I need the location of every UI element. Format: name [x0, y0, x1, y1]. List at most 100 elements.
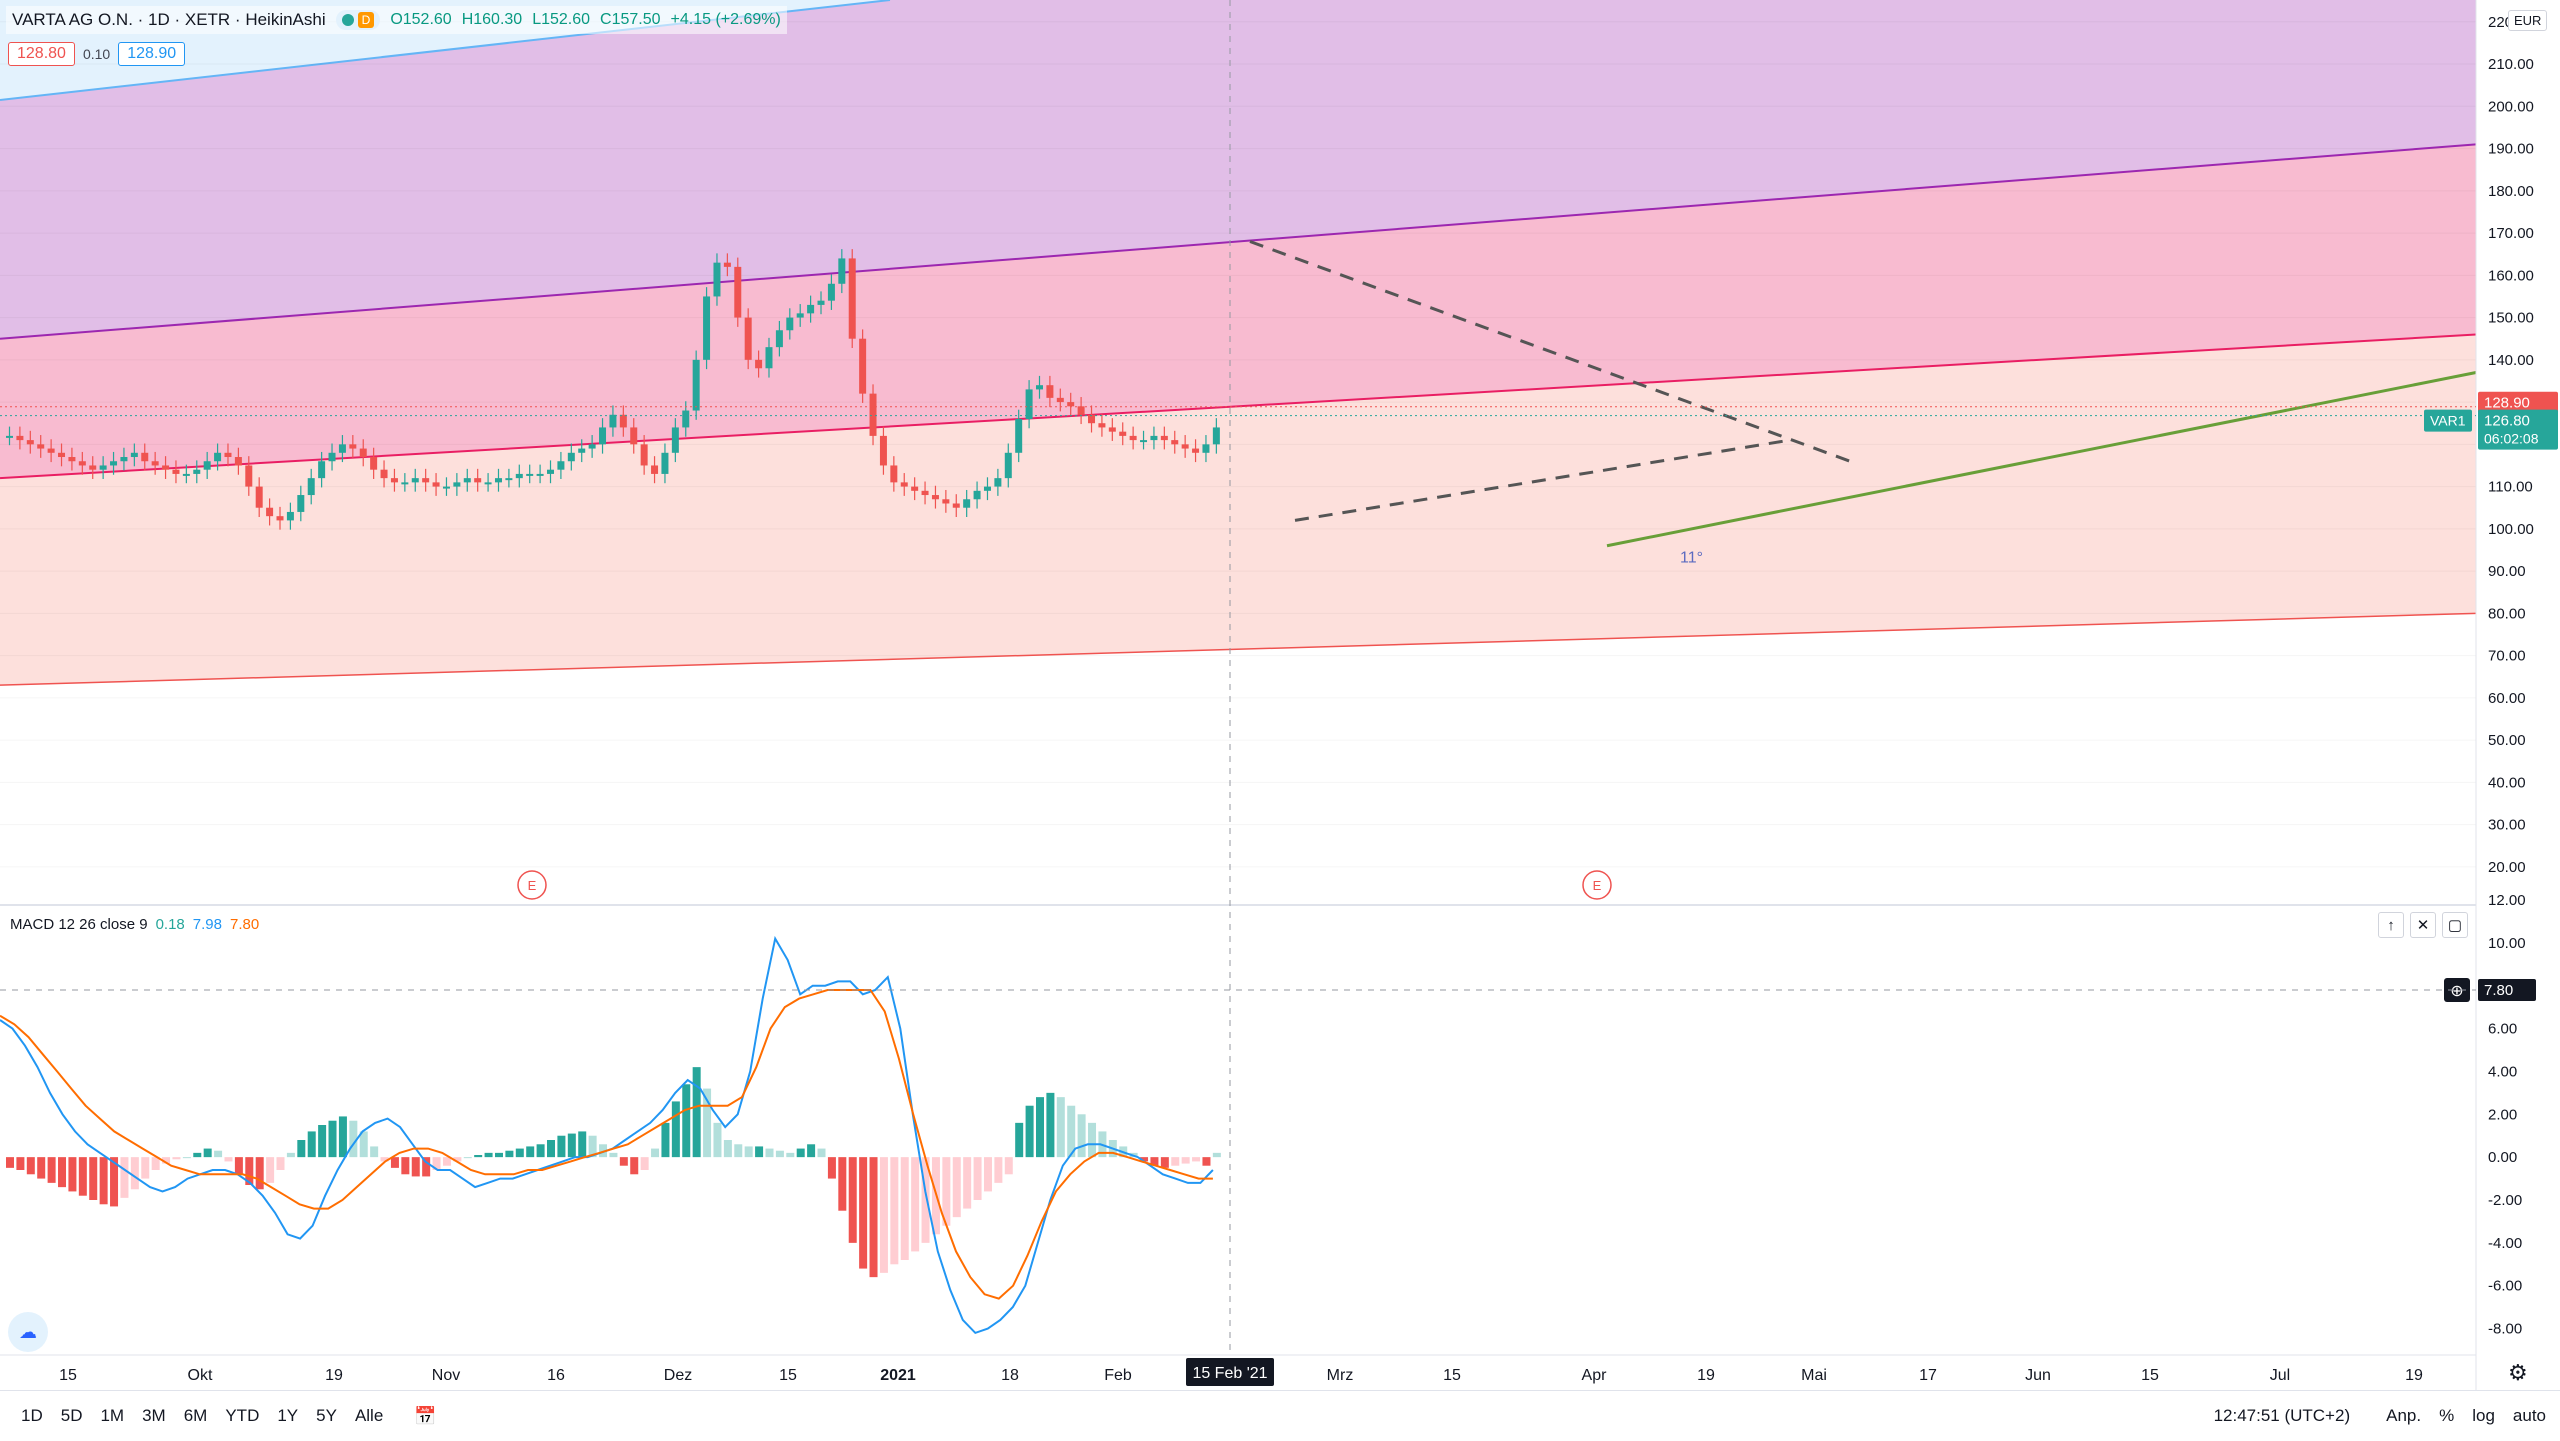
macd-hist-bar — [640, 1157, 649, 1170]
candle-body — [318, 461, 326, 479]
macd-hist-bar — [890, 1157, 899, 1265]
macd-hist-bar — [796, 1148, 805, 1158]
peach-band — [0, 334, 2476, 686]
macd-hist-bar — [973, 1157, 982, 1200]
plus-icon: ⊕ — [2450, 983, 2463, 1000]
range-1y[interactable]: 1Y — [277, 1406, 299, 1425]
candle-body — [973, 490, 981, 500]
range-3m[interactable]: 3M — [142, 1406, 166, 1425]
candle-body — [817, 300, 825, 305]
earnings-marker — [1582, 870, 1612, 900]
candle-body — [1202, 444, 1210, 453]
visibility-toggle[interactable]: D — [335, 10, 381, 30]
candle-body — [182, 473, 190, 476]
auto-button[interactable]: auto — [2512, 1406, 2546, 1425]
symbol-title[interactable]: VARTA AG O.N. · 1D · XETR · HeikinAshi — [12, 10, 326, 29]
clock-time[interactable]: 12:47:51 (UTC+2) — [2213, 1406, 2351, 1425]
macd-histogram — [6, 1067, 1221, 1278]
macd-hist-bar — [536, 1144, 545, 1158]
candle-body — [1035, 385, 1043, 390]
currency-button[interactable]: EUR — [2508, 10, 2548, 31]
macd-hist-bar — [453, 1157, 462, 1162]
macd-hist-bar — [963, 1157, 972, 1209]
macd-hist-bar — [214, 1150, 223, 1158]
time-tick-label: Mrz — [1327, 1367, 1354, 1384]
price-tick-label: 50.00 — [2488, 732, 2526, 749]
candle-body — [547, 469, 555, 474]
candle-body — [692, 359, 700, 411]
candle-body — [796, 313, 804, 318]
macd-hist-bar — [484, 1152, 493, 1158]
countdown-value: 06:02:08 — [2484, 431, 2539, 447]
pink-band — [0, 144, 2476, 479]
macd-hist-bar — [370, 1146, 379, 1158]
adjust-button[interactable]: Anp. — [2386, 1406, 2422, 1425]
macd-hist-bar — [224, 1157, 233, 1162]
macd-hist-bar — [1192, 1157, 1201, 1162]
macd-hist-bar — [349, 1120, 358, 1158]
macd-hist-bar — [463, 1157, 472, 1159]
range-1d[interactable]: 1D — [21, 1406, 43, 1425]
ask-button[interactable]: 128.90 — [118, 42, 186, 66]
move-up-icon[interactable]: ↑ — [2378, 912, 2404, 938]
candle-body — [151, 461, 159, 466]
candle-body — [859, 338, 867, 394]
macd-hist-bar — [411, 1157, 420, 1177]
close-icon[interactable]: ✕ — [2410, 912, 2436, 938]
macd-hist-bar — [703, 1088, 712, 1158]
open-value: O152.60 — [390, 11, 452, 28]
macd-hist-bar — [328, 1120, 337, 1158]
log-button[interactable]: log — [2472, 1406, 2495, 1425]
bid-button[interactable]: 128.80 — [8, 42, 75, 66]
candle-body — [1181, 444, 1189, 449]
axes[interactable]: 20.00 30.00 40.00 50.00 60.00 70.00 80.00 90.00… — [0, 0, 2560, 1390]
range-5d[interactable]: 5D — [60, 1406, 83, 1425]
range-ytd[interactable]: YTD — [225, 1406, 260, 1425]
percent-button[interactable]: % — [2439, 1406, 2455, 1425]
candle-body — [526, 473, 534, 476]
macd-hist-bar — [838, 1157, 847, 1211]
candle-body — [484, 482, 492, 485]
candle-body — [463, 478, 471, 483]
status-dot-icon — [341, 14, 354, 26]
macd-hist-bar — [983, 1157, 992, 1192]
range-alle[interactable]: Alle — [354, 1406, 384, 1425]
macd-hist-bar — [755, 1146, 764, 1158]
macd-title[interactable]: MACD 12 26 close 9 — [10, 916, 148, 933]
macd-hist-bar — [276, 1157, 285, 1170]
candle-body — [359, 448, 367, 458]
macd-hist-bar — [734, 1144, 743, 1158]
maximize-icon[interactable]: ▢ — [2442, 912, 2468, 938]
price-tick-label: 190.00 — [2488, 141, 2534, 158]
trendlines[interactable] — [0, 143, 2477, 686]
macd-hist-bar — [1181, 1157, 1190, 1164]
candle-body — [1056, 397, 1064, 403]
macd-hist-bar — [494, 1152, 503, 1158]
candle-body — [162, 465, 170, 470]
macd-hist-bar — [26, 1157, 35, 1175]
macd-hist-bar — [401, 1157, 410, 1175]
time-tick-label: Feb — [1104, 1367, 1132, 1384]
gear-icon[interactable]: ⚙ — [2508, 1360, 2528, 1385]
candle-body — [1046, 385, 1054, 398]
tradingview-logo-icon[interactable]: ☁ — [8, 1312, 48, 1352]
range-1m[interactable]: 1M — [100, 1406, 125, 1425]
calendar-icon[interactable]: 📅 — [414, 1405, 437, 1426]
macd-cursor-icon-bg — [2444, 978, 2470, 1002]
candle-body — [848, 258, 856, 339]
candle-body — [99, 465, 107, 470]
crosshair-date: 15 Feb '21 — [1192, 1365, 1267, 1382]
candle-body — [297, 495, 305, 512]
range-6m[interactable]: 6M — [183, 1406, 208, 1425]
time-tick-label: 15 — [779, 1367, 797, 1384]
mid-channel-line — [0, 333, 2477, 480]
candle-body — [474, 478, 482, 483]
candle-body — [942, 499, 950, 504]
macd-tick-label: -6.00 — [2488, 1278, 2522, 1295]
macd-tick-label: -4.00 — [2488, 1235, 2522, 1252]
macd-hist-bar — [567, 1133, 576, 1158]
macd-hist-bar — [78, 1157, 87, 1196]
range-5y[interactable]: 5Y — [316, 1406, 337, 1425]
time-tick-label: 15 — [2141, 1367, 2159, 1384]
